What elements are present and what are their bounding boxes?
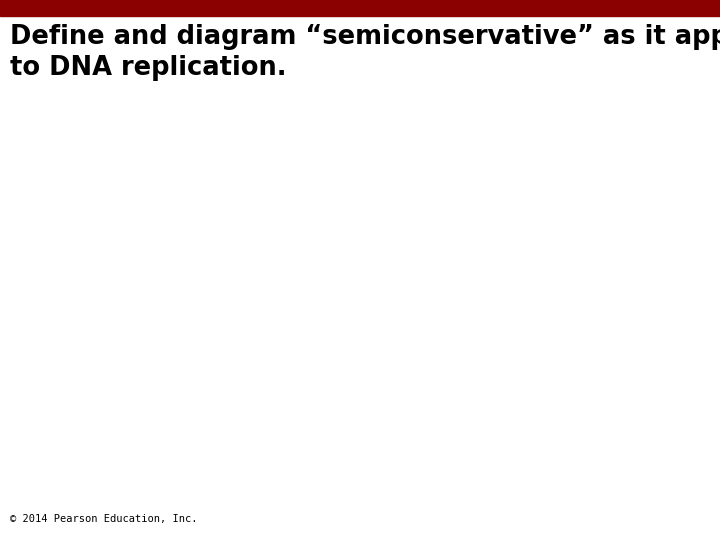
Text: © 2014 Pearson Education, Inc.: © 2014 Pearson Education, Inc. bbox=[10, 514, 197, 524]
Text: Define and diagram “semiconservative” as it applies
to DNA replication.: Define and diagram “semiconservative” as… bbox=[10, 24, 720, 82]
Bar bbox=[0, 0, 720, 16]
